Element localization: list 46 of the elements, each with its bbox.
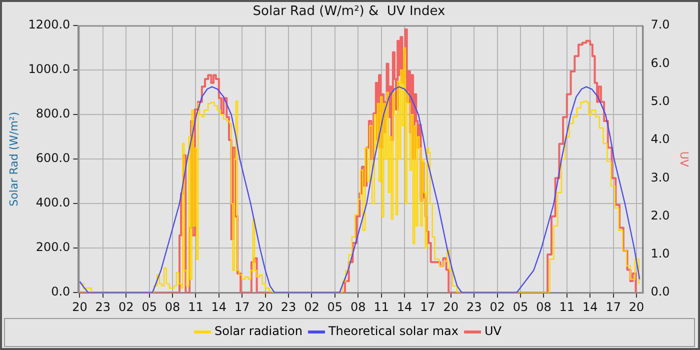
x-tick-label: 23 <box>95 300 111 314</box>
y2-tick-label: 4.0 <box>650 132 670 146</box>
x-tick-label: 20 <box>628 300 644 314</box>
chart-title: Solar Rad (W/m²) & UV Index <box>252 4 446 20</box>
y-tick-label: 400.0 <box>36 196 70 210</box>
x-tick-label: 11 <box>374 300 389 314</box>
legend-label: UV <box>484 324 502 338</box>
y-tick-label: 600.0 <box>36 151 70 166</box>
x-tick-label: 08 <box>536 300 552 314</box>
legend-label: Theoretical solar max <box>327 324 459 338</box>
x-tick-label: 23 <box>466 300 482 314</box>
y-tick-label: 1200.0 <box>28 18 70 32</box>
y2-tick-label: 1.0 <box>650 246 670 261</box>
x-tick-label: 11 <box>559 300 575 314</box>
x-tick-label: 20 <box>72 300 88 314</box>
y2-tick-label: 6.0 <box>650 56 670 70</box>
x-tick-label: 08 <box>164 300 180 314</box>
y-tick-label: 0.0 <box>51 284 70 299</box>
y2-tick-label: 0.0 <box>650 284 670 299</box>
y-tick-label: 200.0 <box>36 240 70 254</box>
y2-axis-title: UV <box>678 151 691 168</box>
x-tick-label: 17 <box>420 300 436 314</box>
y-tick-label: 800.0 <box>36 106 70 121</box>
x-tick-label: 17 <box>234 300 250 314</box>
x-tick-label: 02 <box>304 300 320 314</box>
x-tick-label: 02 <box>490 300 505 314</box>
y2-tick-label: 3.0 <box>650 170 670 184</box>
y-axis-title: Solar Rad (W/m²) <box>7 112 20 206</box>
x-tick-label: 14 <box>396 300 412 314</box>
x-tick-label: 05 <box>142 300 157 314</box>
x-tick-label: 05 <box>327 300 343 314</box>
x-tick-label: 23 <box>280 300 296 314</box>
y2-tick-label: 5.0 <box>650 94 670 108</box>
x-tick-label: 08 <box>350 300 366 314</box>
y-tick-label: 1000.0 <box>28 62 70 76</box>
x-tick-label: 05 <box>512 300 528 314</box>
y2-tick-label: 7.0 <box>650 18 670 32</box>
x-tick-label: 14 <box>582 300 598 314</box>
y2-tick-label: 2.0 <box>650 208 670 222</box>
x-tick-label: 11 <box>188 300 204 314</box>
x-tick-label: 14 <box>211 300 227 314</box>
x-tick-label: 20 <box>443 300 459 314</box>
x-tick-label: 20 <box>258 300 273 314</box>
x-tick-label: 02 <box>118 300 134 314</box>
x-tick-label: 17 <box>606 300 621 314</box>
legend-label: Solar radiation <box>214 324 302 338</box>
